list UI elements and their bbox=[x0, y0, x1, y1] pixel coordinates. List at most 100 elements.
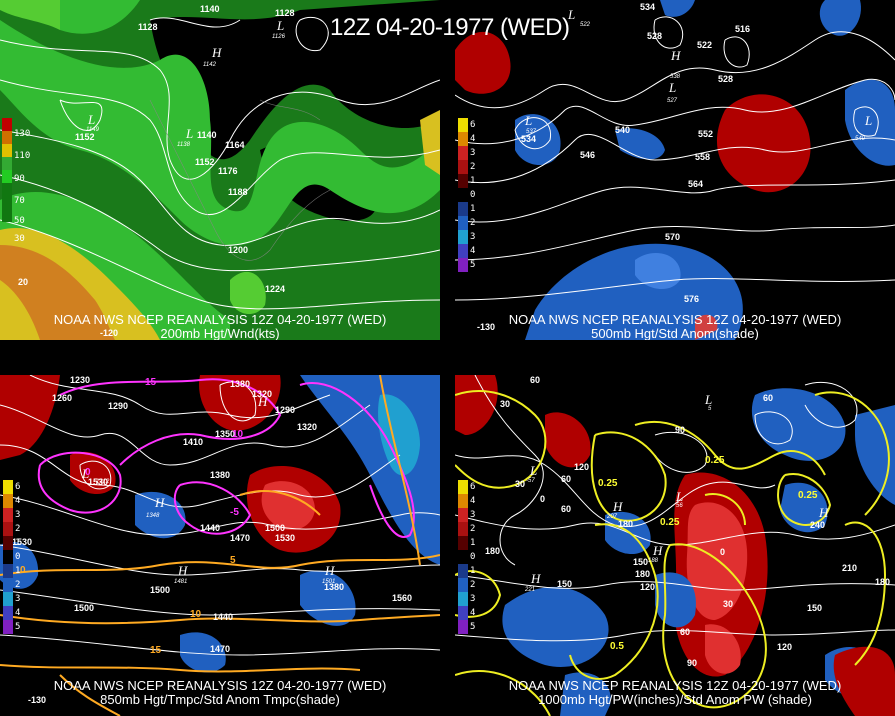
legend-label: 5 bbox=[15, 622, 21, 632]
main-title: 12Z 04-20-1977 (WED) bbox=[330, 14, 570, 41]
legend-label: 2 bbox=[15, 524, 21, 534]
legend-label: 4 bbox=[15, 496, 21, 506]
legend-label: 6 bbox=[470, 482, 476, 492]
high-center: H bbox=[652, 543, 663, 558]
temp-label: 10 bbox=[232, 429, 244, 440]
legend-label: 0 bbox=[470, 190, 476, 200]
height-label: 1500 bbox=[265, 523, 285, 533]
height-label: 528 bbox=[718, 74, 733, 84]
height-label: 1176 bbox=[218, 166, 238, 176]
height-label: 150 bbox=[807, 603, 822, 613]
center-value: 1126 bbox=[272, 34, 286, 40]
panel-200mb-map: 1128 1140 1128 1152 1140 1164 1152 1176 … bbox=[0, 0, 440, 340]
panel-200mb-caption: NOAA NWS NCEP REANALYSIS 12Z 04-20-1977 … bbox=[0, 312, 440, 341]
height-label: 516 bbox=[735, 24, 750, 34]
legend-label: 1 bbox=[15, 566, 21, 576]
height-label: 1500 bbox=[74, 603, 94, 613]
caption-line2: 1000mb Hgt/PW(inches)/Std Anom PW (shade… bbox=[538, 692, 812, 707]
legend-label: 1 bbox=[470, 204, 476, 214]
panel-200mb: 1128 1140 1128 1152 1140 1164 1152 1176 … bbox=[0, 0, 440, 340]
temp-label: 10 bbox=[190, 609, 202, 620]
height-label: 1140 bbox=[197, 130, 217, 140]
height-label: 1140 bbox=[200, 4, 220, 14]
center-value: 207 bbox=[606, 514, 618, 520]
legend-label: 0 bbox=[15, 552, 21, 562]
panel-850mb-map: 1230 1260 1290 1380 1320 1290 1320 1410 … bbox=[0, 375, 440, 716]
legend-label: 2 bbox=[470, 524, 476, 534]
caption-line2: 500mb Hgt/Std Anom(shade) bbox=[591, 326, 759, 341]
caption-line1: NOAA NWS NCEP REANALYSIS 12Z 04-20-1977 … bbox=[53, 678, 387, 693]
high-center: H bbox=[211, 45, 222, 60]
height-label: 1230 bbox=[70, 375, 90, 385]
height-label: 90 bbox=[675, 425, 685, 435]
panel-850mb-caption: NOAA NWS NCEP REANALYSIS 12Z 04-20-1977 … bbox=[0, 679, 440, 707]
legend-label: 6 bbox=[470, 120, 476, 130]
height-label: 1440 bbox=[213, 612, 233, 622]
high-center: H bbox=[612, 499, 623, 514]
height-label: 210 bbox=[842, 563, 857, 573]
legend-label: 2 bbox=[15, 580, 21, 590]
low-center: L bbox=[704, 392, 712, 407]
height-label: 0 bbox=[540, 494, 545, 504]
height-label: 534 bbox=[640, 2, 655, 12]
legend-label: 70 bbox=[14, 196, 25, 206]
height-label: 120 bbox=[574, 462, 589, 472]
height-label: 1320 bbox=[252, 389, 272, 399]
height-label: -130 bbox=[28, 695, 46, 705]
low-center: L bbox=[567, 7, 575, 22]
height-label: 180 bbox=[635, 569, 650, 579]
low-center: L bbox=[529, 463, 537, 478]
legend-label: 50 bbox=[14, 216, 25, 226]
legend-label: 4 bbox=[470, 496, 476, 506]
temp-label: 15 bbox=[150, 645, 162, 656]
legend-label: 1 bbox=[470, 176, 476, 186]
height-label: 120 bbox=[640, 582, 655, 592]
pw-label: 0.5 bbox=[610, 641, 624, 652]
height-label: 1200 bbox=[228, 245, 248, 255]
height-label: 1152 bbox=[75, 132, 95, 142]
legend-label: 4 bbox=[470, 246, 476, 256]
height-label: 540 bbox=[615, 125, 630, 135]
height-label: 1128 bbox=[275, 8, 295, 18]
height-label: 180 bbox=[485, 546, 500, 556]
pw-label: 0.25 bbox=[798, 490, 818, 501]
height-label: 1380 bbox=[210, 470, 230, 480]
legend-label: 5 bbox=[470, 622, 476, 632]
height-label: 1410 bbox=[183, 437, 203, 447]
high-center: H bbox=[530, 571, 541, 586]
height-label: 1500 bbox=[150, 585, 170, 595]
height-label: 1290 bbox=[108, 401, 128, 411]
legend-label: 3 bbox=[470, 232, 476, 242]
height-label: 1128 bbox=[138, 22, 158, 32]
legend-label: 130 bbox=[14, 129, 31, 139]
height-label: 150 bbox=[557, 579, 572, 589]
caption-line1: NOAA NWS NCEP REANALYSIS 12Z 04-20-1977 … bbox=[53, 312, 387, 327]
legend-label: 0 bbox=[470, 552, 476, 562]
legend-label: 3 bbox=[470, 594, 476, 604]
center-value: 1149 bbox=[86, 127, 100, 133]
panel-1000mb-map: 60 30 60 90 120 60 30 0 60 180 150 180 1… bbox=[455, 375, 895, 716]
legend-label: 3 bbox=[15, 510, 21, 520]
height-label: 60 bbox=[530, 375, 540, 385]
pw-label: 0.25 bbox=[705, 455, 725, 466]
low-center: L bbox=[185, 126, 193, 141]
pw-anom-legend: 6 4 3 2 1 0 1 2 3 4 5 bbox=[458, 480, 475, 634]
legend-label: 3 bbox=[470, 148, 476, 158]
height-label: 20 bbox=[18, 277, 28, 287]
legend-label: 90 bbox=[14, 174, 25, 184]
panel-500mb-caption: NOAA NWS NCEP REANALYSIS 12Z 04-20-1977 … bbox=[455, 313, 895, 341]
caption-line2: 200mb Hgt/Wnd(kts) bbox=[160, 326, 280, 341]
legend-label: 1 bbox=[15, 538, 21, 548]
panel-500mb-map: 534 528 516 522 528 540 552 546 558 564 … bbox=[455, 0, 895, 340]
pw-label: 0.25 bbox=[660, 517, 680, 528]
legend-label: 1 bbox=[470, 566, 476, 576]
height-label: 1164 bbox=[225, 140, 245, 150]
legend-label: 3 bbox=[15, 594, 21, 604]
height-label: 570 bbox=[665, 232, 680, 242]
height-label: 1470 bbox=[230, 533, 250, 543]
panel-1000mb-caption: NOAA NWS NCEP REANALYSIS 12Z 04-20-1977 … bbox=[455, 679, 895, 707]
height-label: 60 bbox=[561, 504, 571, 514]
height-label: 552 bbox=[698, 129, 713, 139]
low-center: L bbox=[668, 80, 676, 95]
height-label: 534 bbox=[521, 134, 536, 144]
